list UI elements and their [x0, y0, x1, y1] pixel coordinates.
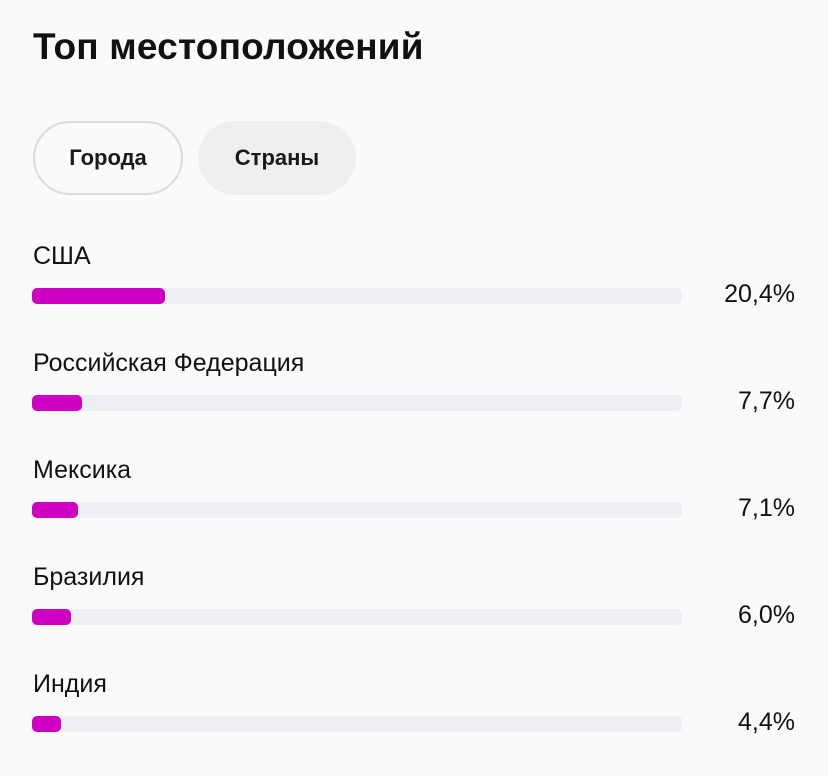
location-row: США 20,4%	[0, 238, 828, 345]
location-percent: 6,0%	[738, 601, 795, 629]
location-percent: 7,1%	[738, 494, 795, 522]
location-name: Мексика	[33, 456, 132, 484]
location-percent: 20,4%	[724, 280, 795, 308]
location-row: Мексика 7,1%	[0, 452, 828, 559]
progress-fill	[32, 502, 79, 518]
progress-track	[32, 502, 682, 518]
location-name: Российская Федерация	[33, 349, 305, 377]
progress-track	[32, 288, 682, 304]
progress-fill	[32, 716, 61, 732]
page-title: Топ местоположений	[33, 26, 424, 67]
location-name: Бразилия	[33, 563, 145, 591]
location-row: Бразилия 6,0%	[0, 559, 828, 666]
location-name: США	[33, 242, 91, 270]
location-row: Индия 4,4%	[0, 666, 828, 773]
progress-fill	[32, 609, 71, 625]
location-percent: 7,7%	[738, 387, 795, 415]
progress-track	[32, 395, 682, 411]
progress-fill	[32, 288, 165, 304]
progress-fill	[32, 395, 83, 411]
tab-countries[interactable]: Страны	[198, 121, 356, 195]
location-row: Российская Федерация 7,7%	[0, 345, 828, 452]
tab-cities[interactable]: Города	[33, 121, 183, 195]
location-percent: 4,4%	[738, 708, 795, 736]
progress-track	[32, 716, 682, 732]
location-name: Индия	[33, 670, 107, 698]
progress-track	[32, 609, 682, 625]
